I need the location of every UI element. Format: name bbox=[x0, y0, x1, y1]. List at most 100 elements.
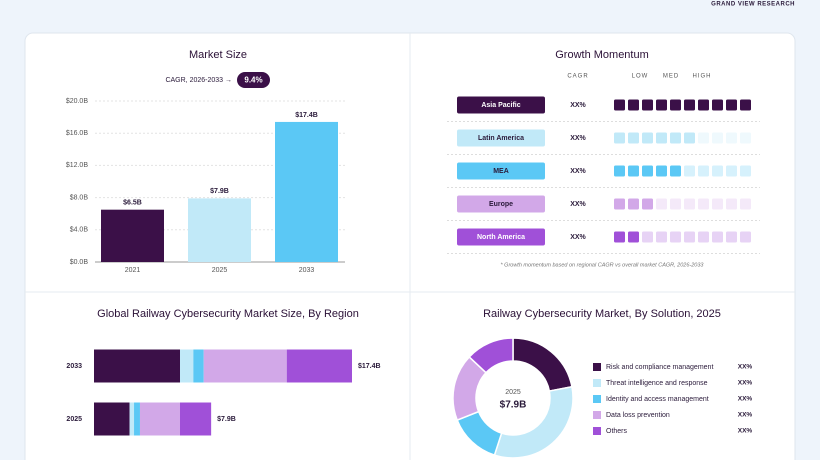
momentum-square bbox=[656, 165, 667, 177]
column-header: CAGR bbox=[567, 74, 588, 80]
region-label: Asia Pacific bbox=[481, 102, 520, 109]
momentum-square bbox=[614, 231, 625, 243]
bar-segment bbox=[134, 402, 140, 436]
x-tick-label: 2021 bbox=[125, 267, 141, 274]
bar bbox=[101, 209, 164, 262]
legend-swatch bbox=[593, 411, 601, 419]
legend-label: Risk and compliance management bbox=[606, 364, 713, 371]
momentum-square bbox=[726, 198, 737, 210]
momentum-square bbox=[670, 198, 681, 210]
momentum-square bbox=[628, 99, 639, 111]
momentum-square bbox=[656, 99, 667, 111]
category-label: 2025 bbox=[66, 416, 82, 423]
legend-share: XX% bbox=[738, 396, 753, 403]
value-label: $6.5B bbox=[123, 200, 142, 207]
momentum-square bbox=[628, 198, 639, 210]
momentum-square bbox=[740, 231, 751, 243]
legend-share: XX% bbox=[738, 428, 753, 435]
bar-segment bbox=[180, 402, 212, 436]
region-label: Latin America bbox=[478, 135, 524, 142]
donut-slice bbox=[468, 337, 514, 374]
momentum-square bbox=[642, 99, 653, 111]
legend-label: Data loss prevention bbox=[606, 412, 670, 419]
momentum-square bbox=[628, 132, 639, 144]
momentum-square bbox=[670, 99, 681, 111]
chart-title: Railway Cybersecurity Market, By Solutio… bbox=[483, 308, 721, 320]
y-tick-label: $12.0B bbox=[66, 162, 89, 169]
center-year: 2025 bbox=[505, 389, 521, 396]
momentum-square bbox=[698, 132, 709, 144]
momentum-square bbox=[656, 198, 667, 210]
bar-segment bbox=[94, 402, 130, 436]
region-label: North America bbox=[477, 234, 525, 241]
momentum-square bbox=[628, 165, 639, 177]
momentum-square bbox=[684, 198, 695, 210]
momentum-square bbox=[670, 132, 681, 144]
value-label: $7.9B bbox=[210, 188, 229, 195]
chart-title: Global Railway Cybersecurity Market Size… bbox=[97, 308, 359, 320]
brand: GRAND VIEW RESEARCH bbox=[711, 2, 795, 8]
bar-segment bbox=[180, 349, 194, 383]
momentum-square bbox=[740, 132, 751, 144]
legend-swatch bbox=[593, 395, 601, 403]
region-pill bbox=[457, 195, 545, 213]
momentum-square bbox=[684, 99, 695, 111]
legend-swatch bbox=[593, 363, 601, 371]
total-label: $7.9B bbox=[217, 416, 236, 423]
momentum-square bbox=[726, 165, 737, 177]
cagr-label: XX% bbox=[570, 168, 586, 175]
legend-share: XX% bbox=[738, 412, 753, 419]
cagr-label: XX% bbox=[570, 201, 586, 208]
bar-segment bbox=[94, 349, 180, 383]
momentum-square bbox=[726, 99, 737, 111]
momentum-square bbox=[670, 165, 681, 177]
momentum-square bbox=[712, 198, 723, 210]
momentum-square bbox=[614, 165, 625, 177]
bar-segment bbox=[193, 349, 204, 383]
momentum-square bbox=[726, 132, 737, 144]
bar-segment bbox=[129, 402, 135, 436]
momentum-square bbox=[642, 132, 653, 144]
value-label: $17.4B bbox=[295, 112, 318, 119]
momentum-square bbox=[656, 231, 667, 243]
x-tick-label: 2033 bbox=[299, 267, 315, 274]
region-label: MEA bbox=[493, 168, 509, 175]
momentum-square bbox=[740, 99, 751, 111]
x-tick-label: 2025 bbox=[212, 267, 228, 274]
momentum-square bbox=[712, 132, 723, 144]
category-label: 2033 bbox=[66, 363, 82, 370]
region-pill bbox=[457, 96, 545, 114]
momentum-square bbox=[642, 165, 653, 177]
momentum-square bbox=[726, 231, 737, 243]
momentum-square bbox=[642, 231, 653, 243]
chart-title: Growth Momentum bbox=[555, 49, 649, 61]
cagr-label: XX% bbox=[570, 234, 586, 241]
y-tick-label: $20.0B bbox=[66, 98, 89, 105]
total-label: $17.4B bbox=[358, 363, 381, 370]
momentum-square bbox=[740, 165, 751, 177]
cagr-label: XX% bbox=[570, 102, 586, 109]
momentum-square bbox=[614, 132, 625, 144]
cagr-label: XX% bbox=[570, 135, 586, 142]
momentum-square bbox=[614, 99, 625, 111]
y-tick-label: $8.0B bbox=[70, 194, 89, 201]
momentum-square bbox=[684, 132, 695, 144]
bar-segment bbox=[203, 349, 287, 383]
y-tick-label: $0.0B bbox=[70, 259, 89, 266]
legend-share: XX% bbox=[738, 380, 753, 387]
column-header: LOW bbox=[632, 74, 649, 80]
cagr-label: CAGR, 2026-2033 → bbox=[165, 77, 232, 84]
momentum-square bbox=[712, 165, 723, 177]
region-label: Europe bbox=[489, 201, 513, 208]
legend-swatch bbox=[593, 379, 601, 387]
momentum-square bbox=[684, 165, 695, 177]
region-pill bbox=[457, 162, 545, 180]
momentum-square bbox=[614, 198, 625, 210]
momentum-square bbox=[656, 132, 667, 144]
region-pill bbox=[457, 228, 545, 246]
momentum-square bbox=[740, 198, 751, 210]
momentum-square bbox=[670, 231, 681, 243]
cagr-value: 9.4% bbox=[244, 76, 262, 85]
